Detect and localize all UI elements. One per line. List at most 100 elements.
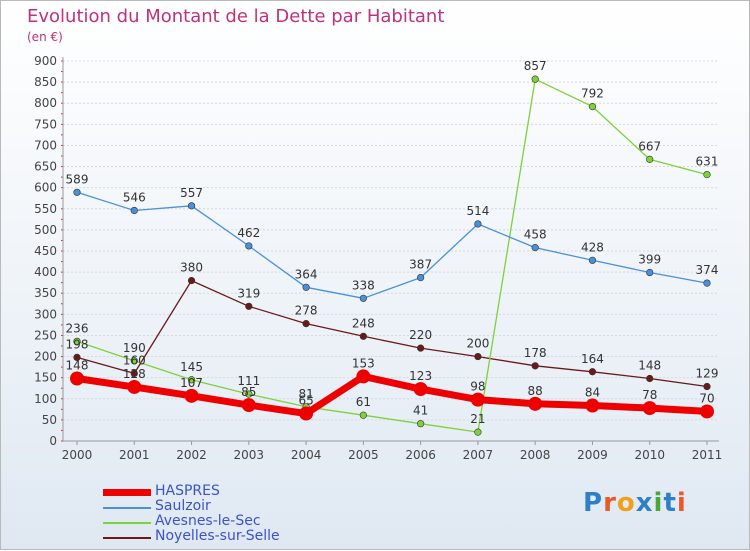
y-tick-label: 800 bbox=[34, 96, 57, 110]
data-point bbox=[700, 404, 714, 419]
legend-swatch-saulzoir bbox=[103, 507, 151, 509]
data-label: 458 bbox=[524, 228, 547, 242]
data-label: 220 bbox=[409, 328, 432, 342]
x-tick-label: 2006 bbox=[405, 448, 436, 462]
data-point bbox=[73, 337, 81, 345]
y-tick-label: 350 bbox=[34, 286, 57, 300]
legend-label-saulzoir: Saulzoir bbox=[155, 498, 211, 514]
data-label: 128 bbox=[123, 367, 146, 381]
data-point bbox=[299, 406, 314, 421]
x-tick-label: 2003 bbox=[234, 448, 265, 462]
proxiti-logo: Proxiti bbox=[583, 488, 687, 518]
data-point bbox=[474, 428, 482, 436]
y-tick-label: 250 bbox=[34, 328, 57, 342]
data-label: 98 bbox=[470, 380, 485, 394]
x-tick-label: 2011 bbox=[692, 448, 723, 462]
data-label: 148 bbox=[638, 359, 661, 373]
data-label: 70 bbox=[699, 391, 714, 405]
chart-subtitle: (en €) bbox=[27, 30, 63, 44]
data-label: 81 bbox=[298, 387, 313, 401]
series-layer bbox=[70, 75, 714, 436]
data-label: 148 bbox=[66, 359, 89, 373]
x-tick-label: 2002 bbox=[176, 448, 207, 462]
data-label: 380 bbox=[180, 261, 203, 275]
data-point bbox=[531, 244, 539, 252]
data-point bbox=[187, 276, 196, 285]
data-point bbox=[413, 382, 428, 397]
legend-swatch-haspres bbox=[103, 489, 151, 496]
logo-letter: t bbox=[663, 488, 677, 518]
data-point bbox=[474, 352, 482, 361]
data-label: 78 bbox=[642, 388, 657, 402]
data-label: 364 bbox=[295, 267, 318, 281]
data-point bbox=[417, 274, 425, 282]
axes: 0 50 100 150 200 250 300 350 400 450 500 550 600 650 7… bbox=[34, 54, 722, 462]
data-point bbox=[245, 390, 253, 398]
data-label: 387 bbox=[409, 258, 432, 272]
legend-swatch-noyelles bbox=[103, 537, 151, 539]
data-label: 84 bbox=[585, 386, 600, 400]
data-point bbox=[187, 376, 196, 384]
y-tick-label: 450 bbox=[34, 244, 57, 258]
data-label: 462 bbox=[237, 226, 260, 240]
data-point bbox=[585, 398, 600, 413]
legend-label-haspres: HASPRES bbox=[155, 483, 220, 499]
data-point bbox=[241, 398, 256, 413]
data-label: 107 bbox=[180, 376, 203, 390]
logo-letter: x bbox=[635, 488, 654, 518]
data-point bbox=[130, 357, 138, 365]
x-tick-label: 2001 bbox=[119, 448, 150, 462]
data-point bbox=[302, 283, 310, 291]
data-label: 153 bbox=[352, 356, 375, 370]
data-point bbox=[703, 279, 711, 287]
data-point bbox=[356, 369, 371, 384]
y-tick-label: 50 bbox=[42, 413, 57, 427]
x-tick-label: 2009 bbox=[577, 448, 608, 462]
data-label: 319 bbox=[237, 286, 260, 300]
legend-label-avesnes: Avesnes-le-Sec bbox=[155, 513, 261, 529]
y-tick-label: 750 bbox=[34, 117, 57, 131]
data-point bbox=[474, 220, 482, 228]
data-point bbox=[73, 188, 81, 196]
data-label: 374 bbox=[696, 263, 719, 277]
y-tick-label: 700 bbox=[34, 138, 57, 152]
data-point bbox=[417, 344, 425, 352]
data-label: 164 bbox=[581, 352, 604, 366]
x-tick-label: 2010 bbox=[634, 448, 665, 462]
data-point bbox=[588, 102, 597, 111]
y-tick-label: 600 bbox=[34, 181, 57, 195]
x-tick-label: 2007 bbox=[463, 448, 494, 462]
y-tick-label: 550 bbox=[34, 202, 57, 216]
y-tick-label: 100 bbox=[34, 392, 57, 406]
logo-letter: P bbox=[583, 488, 604, 518]
y-tick-label: 900 bbox=[34, 54, 57, 68]
x-tick-label: 2000 bbox=[62, 448, 93, 462]
data-label: 792 bbox=[581, 87, 604, 101]
data-label: 631 bbox=[696, 155, 719, 169]
logo-letter: i bbox=[676, 488, 687, 518]
data-label: 65 bbox=[298, 394, 313, 408]
data-point bbox=[359, 294, 367, 302]
data-label: 178 bbox=[524, 346, 547, 360]
data-label: 145 bbox=[180, 360, 203, 374]
data-point bbox=[531, 75, 539, 83]
series-line-saulzoir bbox=[76, 191, 708, 299]
data-label: 589 bbox=[66, 172, 89, 186]
data-point bbox=[531, 362, 539, 370]
data-point bbox=[245, 302, 253, 310]
y-tick-label: 0 bbox=[49, 434, 57, 448]
data-label: 428 bbox=[581, 240, 604, 254]
data-label: 61 bbox=[356, 395, 371, 409]
data-point bbox=[646, 268, 654, 277]
data-label: 278 bbox=[295, 304, 318, 318]
data-point bbox=[245, 242, 253, 250]
data-point bbox=[359, 332, 367, 340]
data-point bbox=[359, 411, 367, 419]
data-label: 85 bbox=[241, 385, 256, 399]
data-point bbox=[588, 368, 597, 376]
data-point bbox=[184, 388, 199, 403]
data-label: 248 bbox=[352, 316, 375, 330]
data-point bbox=[588, 256, 597, 264]
